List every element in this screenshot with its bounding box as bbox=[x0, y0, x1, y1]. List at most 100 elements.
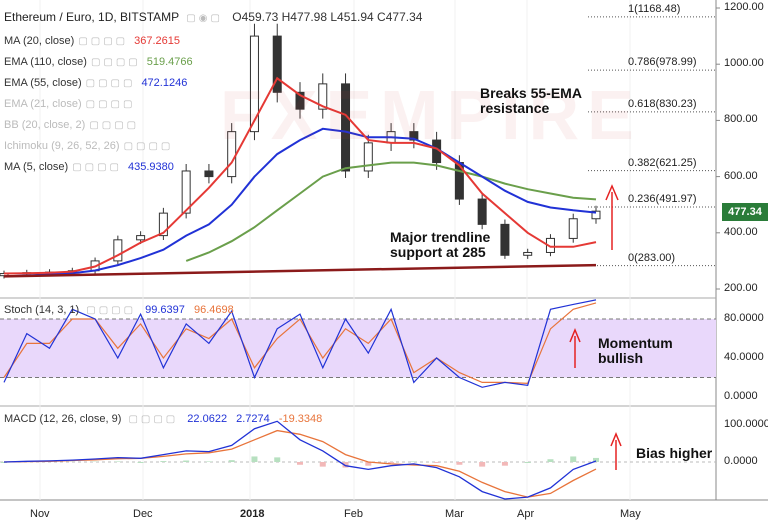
macd-arrow-head bbox=[610, 432, 622, 447]
price-axis-label: 200.00 bbox=[724, 282, 758, 294]
ema55-line bbox=[3, 127, 597, 278]
indicator-buttons[interactable]: ▢▢▢▢ bbox=[89, 120, 140, 131]
candle-body bbox=[523, 251, 533, 256]
indicator-row[interactable]: EMA (55, close) ▢▢▢▢ 472.1246 bbox=[4, 74, 187, 92]
candle-body bbox=[568, 218, 578, 239]
macd-histogram-bar bbox=[456, 462, 463, 465]
fib-label: 0.786(978.99) bbox=[628, 56, 697, 69]
macd-histogram-bar bbox=[251, 456, 258, 462]
indicator-row[interactable]: EMA (110, close) ▢▢▢▢ 519.4766 bbox=[4, 53, 193, 71]
candle-body bbox=[341, 83, 351, 172]
stoch-d-line bbox=[3, 302, 597, 385]
stoch-label: Stoch (14, 3, 1) bbox=[4, 304, 80, 316]
macd-histogram-bar bbox=[570, 456, 577, 462]
fib-label: 0.382(621.25) bbox=[628, 156, 697, 169]
indicator-row[interactable]: BB (20, close, 2) ▢▢▢▢ bbox=[4, 116, 139, 134]
indicator-row[interactable]: MA (20, close) ▢▢▢▢ 367.2615 bbox=[4, 32, 180, 50]
price-axis-label: 1200.00 bbox=[724, 1, 764, 13]
indicator-value: 472.1246 bbox=[141, 77, 188, 89]
macd-histogram-bar bbox=[228, 460, 235, 462]
indicator-label: EMA (55, close) bbox=[4, 77, 82, 89]
candle-body bbox=[363, 142, 373, 172]
macd-signal-line bbox=[3, 429, 597, 498]
macd-histogram-bar bbox=[342, 462, 349, 468]
ema110-line bbox=[185, 161, 597, 262]
indicator-buttons[interactable]: ▢▢▢▢ bbox=[72, 162, 122, 173]
indicator-value: 435.9380 bbox=[127, 161, 174, 173]
stoch-arrow-head bbox=[569, 328, 581, 343]
candle-body bbox=[477, 198, 487, 225]
stoch-legend: Stoch (14, 3, 1) ▢▢▢▢ 99.6397 96.4698 bbox=[4, 301, 234, 319]
indicator-label: EMA (21, close) bbox=[4, 98, 82, 110]
macd-histogram-bar bbox=[524, 462, 531, 463]
macd-histogram-bar bbox=[160, 461, 167, 462]
symbol-buttons[interactable]: ▢◉▢ bbox=[186, 13, 223, 24]
fib-label: 1(1168.48) bbox=[628, 2, 681, 15]
time-axis-label: 2018 bbox=[240, 508, 265, 520]
macd-histogram-bar bbox=[388, 462, 395, 463]
stoch-axis-label: 80.0000 bbox=[724, 312, 764, 324]
candle-body bbox=[318, 83, 328, 110]
candle-body bbox=[500, 223, 510, 256]
symbol-header: Ethereum / Euro, 1D, BITSTAMP ▢◉▢ O459.7… bbox=[4, 10, 422, 24]
time-axis-label: Mar bbox=[445, 508, 464, 520]
fib-label: 0.618(830.23) bbox=[628, 97, 697, 110]
stoch-band bbox=[0, 319, 716, 378]
annotation-momentum-line2: bullish bbox=[598, 350, 644, 366]
stoch-buttons[interactable]: ▢▢▢▢ bbox=[86, 305, 137, 316]
candle-body bbox=[295, 91, 305, 110]
indicator-label: Ichimoku (9, 26, 52, 26) bbox=[4, 140, 120, 152]
macd-buttons[interactable]: ▢▢▢▢ bbox=[128, 414, 179, 425]
macd-hist-value: 22.0622 bbox=[187, 413, 228, 425]
indicator-value: 367.2615 bbox=[134, 35, 180, 47]
macd-axis-label: 100.0000 bbox=[724, 418, 768, 430]
indicator-buttons[interactable]: ▢▢▢▢ bbox=[90, 57, 141, 68]
indicator-buttons[interactable]: ▢▢▢▢ bbox=[85, 99, 136, 110]
symbol-title: Ethereum / Euro, 1D, BITSTAMP bbox=[4, 10, 179, 24]
macd-axis-label: 0.0000 bbox=[724, 455, 758, 467]
indicator-row[interactable]: Ichimoku (9, 26, 52, 26) ▢▢▢▢ bbox=[4, 137, 173, 155]
indicator-buttons[interactable]: ▢▢▢▢ bbox=[123, 141, 174, 152]
indicator-value: 519.4766 bbox=[146, 56, 193, 68]
indicator-label: MA (5, close) bbox=[4, 161, 69, 173]
stoch-k-value: 99.6397 bbox=[145, 304, 185, 316]
macd-histogram-bar bbox=[319, 462, 326, 467]
indicator-row[interactable]: MA (5, close) ▢▢▢▢ 435.9380 bbox=[4, 158, 174, 176]
stoch-axis-label: 0.0000 bbox=[724, 390, 758, 402]
annotation-bias: Bias higher bbox=[636, 446, 712, 461]
time-axis-label: Apr bbox=[517, 508, 535, 520]
candle-body bbox=[136, 235, 146, 241]
macd-macd-value: 2.7274 bbox=[236, 413, 270, 425]
candle-body bbox=[409, 131, 419, 141]
ma20-line bbox=[3, 76, 597, 275]
indicator-buttons[interactable]: ▢▢▢▢ bbox=[85, 78, 136, 89]
indicator-label: BB (20, close, 2) bbox=[4, 119, 86, 131]
macd-histogram-bar bbox=[297, 462, 303, 465]
annotation-bias-text: Bias higher bbox=[636, 445, 713, 461]
annotation-ema-break-line2: resistance bbox=[480, 100, 550, 116]
price-axis-label: 600.00 bbox=[724, 169, 758, 182]
macd-legend: MACD (12, 26, close, 9) ▢▢▢▢ 22.0622 2.7… bbox=[4, 410, 322, 428]
annotation-trendline-line1: Major trendline bbox=[390, 229, 491, 245]
time-axis-label: May bbox=[620, 508, 641, 520]
annotation-trendline-line2: support at 285 bbox=[390, 244, 486, 260]
annotation-trendline: Major trendline support at 285 bbox=[390, 230, 490, 260]
macd-line bbox=[3, 420, 597, 500]
annotation-ema-break-line1: Breaks 55-EMA bbox=[480, 85, 582, 101]
macd-histogram-bar bbox=[114, 461, 121, 462]
macd-histogram-bar bbox=[1, 462, 7, 463]
indicator-label: MA (20, close) bbox=[4, 35, 75, 47]
price-axis-label: 800.00 bbox=[724, 113, 758, 126]
time-axis-label: Nov bbox=[30, 508, 50, 520]
macd-label: MACD (12, 26, close, 9) bbox=[4, 413, 122, 425]
indicator-row[interactable]: EMA (21, close) ▢▢▢▢ bbox=[4, 95, 135, 113]
indicator-buttons[interactable]: ▢▢▢▢ bbox=[78, 36, 129, 47]
macd-histogram-bar bbox=[479, 462, 486, 467]
current-price-badge: 477.34 bbox=[722, 203, 768, 221]
ohlc-readout: O459.73 H477.98 L451.94 C477.34 bbox=[232, 10, 423, 24]
fib-label: 0(283.00) bbox=[628, 251, 676, 264]
support-trendline bbox=[3, 263, 597, 278]
candle-body bbox=[113, 239, 123, 262]
annotation-momentum-line1: Momentum bbox=[598, 335, 673, 351]
